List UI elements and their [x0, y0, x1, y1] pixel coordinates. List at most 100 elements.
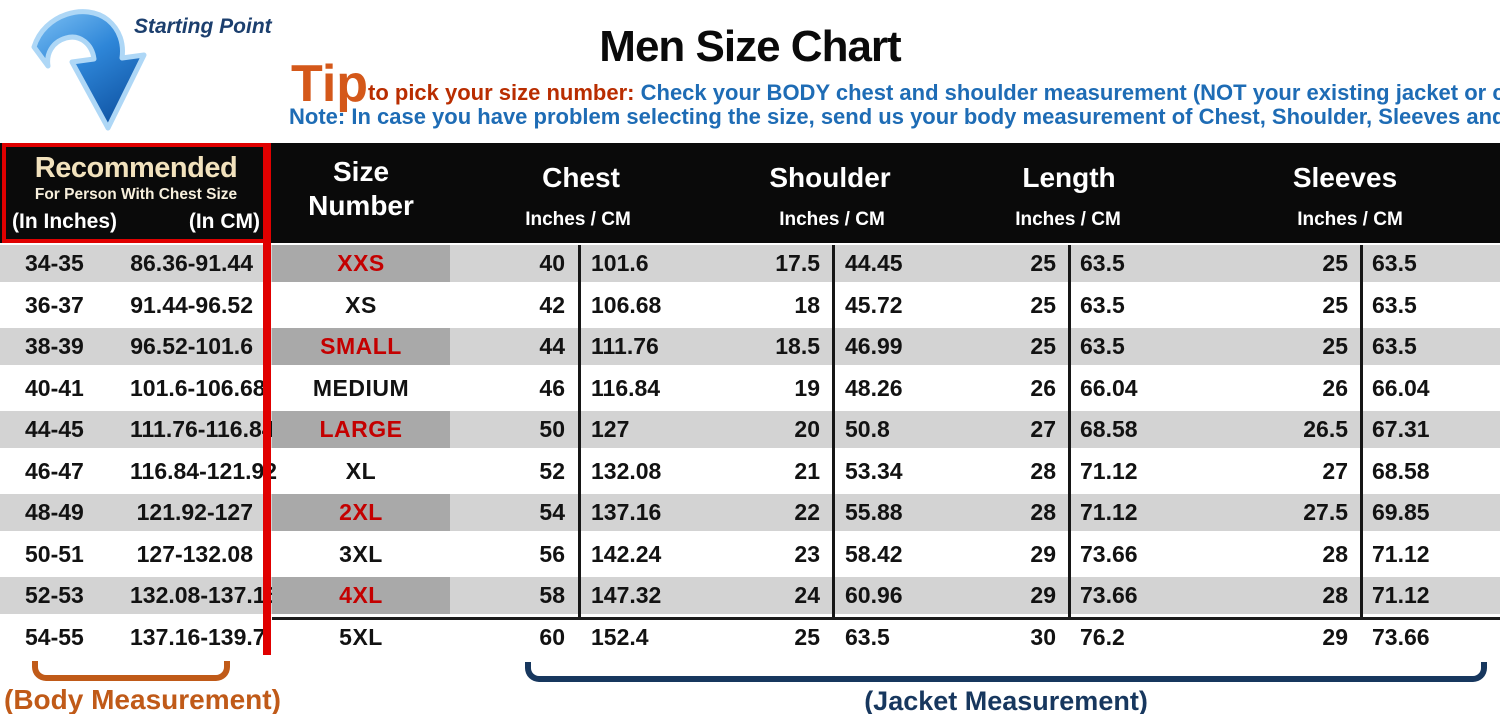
cell-chest-cm: 101.6: [591, 250, 649, 276]
length-units-label: Inches / CM: [1015, 209, 1121, 230]
length-header: Length: [1022, 162, 1116, 193]
cell-length-cm: 71.12: [1080, 499, 1138, 525]
tip-body-text: Check your BODY chest and shoulder measu…: [640, 80, 1500, 105]
cell-spacer: [0, 287, 25, 324]
cell-rec-in: 52-53: [25, 582, 84, 608]
jacket-measurement-bracket: [525, 662, 1487, 682]
starting-point-arrow-icon: [4, 2, 156, 136]
chest-divider-line: [578, 245, 581, 618]
cell-rec-in: 46-47: [25, 457, 84, 484]
recommended-units: (In Inches) (In CM): [12, 210, 260, 234]
cell-rec-cm: 101.6-106.68: [130, 374, 266, 401]
cell-shoulder-in: 19: [794, 374, 820, 401]
cell-length-cm: 68.58: [1080, 416, 1138, 442]
tip-lead-text: to pick your size number:: [368, 80, 635, 105]
recommended-title: Recommended: [34, 152, 238, 184]
cell-length-cm: 73.66: [1080, 540, 1138, 567]
cell-chest-cm: 106.68: [591, 291, 662, 318]
cell-sleeve-in: 25: [1322, 291, 1348, 318]
table-row: 38-39 96.52-101.6 SMALL 44 111.76 18.5 46.99 25…: [0, 328, 1500, 370]
cell-spacer: [0, 328, 25, 365]
cell-rec-in: 50-51: [25, 540, 84, 567]
sleeves-divider-line: [1360, 245, 1363, 618]
cell-sleeve-in: 26.5: [1303, 416, 1348, 442]
cell-sleeve-cm: 69.85: [1372, 499, 1430, 525]
cell-size: 5XL: [339, 623, 383, 650]
cell-sleeve-cm: 68.58: [1372, 457, 1430, 484]
cell-shoulder-cm: 53.34: [845, 457, 903, 484]
cell-length-in: 28: [1030, 499, 1056, 525]
cell-shoulder-cm: 46.99: [845, 333, 903, 359]
cell-shoulder-in: 21: [794, 457, 820, 484]
cell-chest-cm: 132.08: [591, 457, 662, 484]
cell-sleeve-cm: 66.04: [1372, 374, 1430, 401]
starting-point-label: Starting Point: [134, 15, 272, 38]
cell-size: XL: [345, 457, 377, 484]
cell-size: 2XL: [272, 494, 450, 531]
cell-shoulder-in: 25: [794, 623, 820, 650]
cell-spacer: [0, 577, 25, 614]
cell-shoulder-in: 18.5: [775, 333, 820, 359]
note-text: Note: In case you have problem selecting…: [289, 104, 1500, 129]
cell-rec-in: 48-49: [25, 499, 84, 525]
cell-shoulder-in: 18: [794, 291, 820, 318]
cell-rec-in: 36-37: [25, 291, 84, 318]
cell-length-in: 29: [1030, 582, 1056, 608]
cell-shoulder-in: 24: [794, 582, 820, 608]
cell-sleeve-in: 27.5: [1303, 499, 1348, 525]
cell-length-in: 28: [1030, 457, 1056, 484]
table-row: 36-37 91.44-96.52 XS 42 106.68 18 45.72 25 63.5 2…: [0, 287, 1500, 328]
cell-sleeve-in: 28: [1322, 582, 1348, 608]
cell-sleeve-cm: 71.12: [1372, 582, 1430, 608]
cell-length-cm: 66.04: [1080, 374, 1138, 401]
cell-length-in: 25: [1030, 291, 1056, 318]
tip-label: Tip: [291, 55, 369, 113]
jacket-measurement-label: (Jacket Measurement): [864, 686, 1148, 714]
recommended-cm-label: (In CM): [188, 210, 260, 233]
cell-rec-cm: 91.44-96.52: [130, 291, 253, 318]
recommended-subtitle: For Person With Chest Size: [34, 186, 238, 203]
cell-rec-in: 54-55: [25, 623, 84, 650]
cell-chest-in: 54: [539, 499, 565, 525]
cell-chest-in: 42: [539, 291, 565, 318]
cell-sleeve-in: 27: [1322, 457, 1348, 484]
table-bottom-line: [272, 617, 1500, 620]
cell-sleeve-cm: 63.5: [1372, 333, 1417, 359]
cell-size: MEDIUM: [312, 374, 410, 401]
cell-length-cm: 63.5: [1080, 291, 1125, 318]
cell-chest-in: 60: [539, 623, 565, 650]
sleeves-header: Sleeves: [1292, 162, 1398, 193]
cell-shoulder-cm: 58.42: [845, 540, 903, 567]
cell-rec-cm: 96.52-101.6: [130, 333, 253, 359]
cell-length-in: 25: [1030, 250, 1056, 276]
cell-chest-cm: 142.24: [591, 540, 662, 567]
cell-rec-in: 44-45: [25, 416, 84, 442]
cell-spacer: [0, 245, 25, 282]
cell-sleeve-in: 25: [1322, 333, 1348, 359]
cell-rec-cm: 127-132.08: [136, 540, 253, 567]
cell-spacer: [0, 411, 25, 448]
cell-chest-in: 40: [539, 250, 565, 276]
cell-rec-cm: 116.84-121.92: [130, 457, 278, 484]
table-header: Recommended For Person With Chest Size (…: [0, 143, 1500, 243]
cell-shoulder-in: 23: [794, 540, 820, 567]
shoulder-units-label: Inches / CM: [779, 209, 885, 230]
cell-size: XS: [345, 291, 377, 318]
length-divider-line: [1068, 245, 1071, 618]
cell-chest-cm: 127: [591, 416, 630, 442]
cell-size: XXS: [272, 245, 450, 282]
cell-size: LARGE: [272, 411, 450, 448]
cell-chest-in: 50: [539, 416, 565, 442]
recommended-header-box: Recommended For Person With Chest Size (…: [2, 143, 270, 243]
cell-shoulder-cm: 44.45: [845, 250, 903, 276]
cell-rec-cm: 111.76-116.84: [130, 416, 275, 442]
recommended-inches-label: (In Inches): [12, 210, 118, 233]
cell-spacer: [0, 619, 25, 656]
cell-sleeve-in: 28: [1322, 540, 1348, 567]
cell-shoulder-cm: 63.5: [845, 623, 890, 650]
cell-shoulder-in: 22: [794, 499, 820, 525]
size-header-line1: Size: [332, 156, 390, 187]
cell-length-in: 30: [1030, 623, 1056, 650]
cell-rec-cm: 86.36-91.44: [130, 250, 253, 276]
cell-length-cm: 63.5: [1080, 250, 1125, 276]
